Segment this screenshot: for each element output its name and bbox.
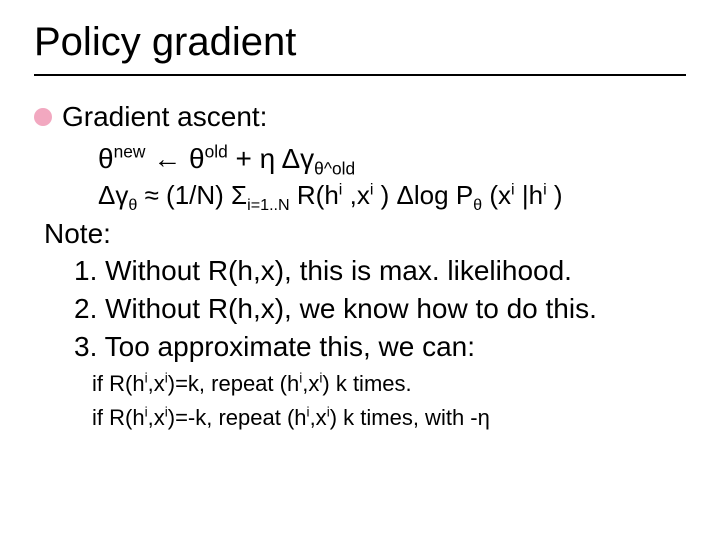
subnote-negative-k: if R(hi,xi)=-k, repeat (hi,xi) k times, … <box>34 402 686 434</box>
bullet-heading-text: Gradient ascent: <box>62 98 267 136</box>
bullet-disc-icon <box>34 108 52 126</box>
equation-update-rule: θnew ← θold + η Δγθ^old <box>34 140 686 178</box>
page-title: Policy gradient <box>34 18 686 66</box>
note-item-2: 2. Without R(h,x), we know how to do thi… <box>34 290 686 328</box>
note-item-1: 1. Without R(h,x), this is max. likeliho… <box>34 252 686 290</box>
title-rule <box>34 74 686 76</box>
subnote-positive-k: if R(hi,xi)=k, repeat (hi,xi) k times. <box>34 368 686 400</box>
note-item-3: 3. Too approximate this, we can: <box>34 328 686 366</box>
slide-body: Gradient ascent: θnew ← θold + η Δγθ^old… <box>34 98 686 434</box>
note-label: Note: <box>34 215 686 253</box>
bullet-heading-row: Gradient ascent: <box>34 98 686 136</box>
equation-gradient-approx: Δγθ ≈ (1/N) Σi=1..N R(hi ,xi ) Δlog Pθ (… <box>34 178 686 213</box>
